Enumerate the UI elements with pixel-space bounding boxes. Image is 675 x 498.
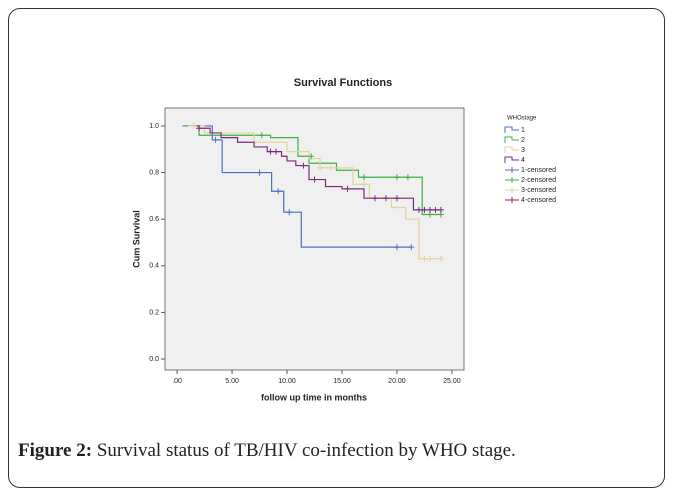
y-axis-label: Cum Survival [131,210,141,268]
censor-mark [316,164,323,171]
censor-mark [393,244,400,251]
censor-mark [344,185,351,192]
legend-swatch [504,136,519,143]
censor-mark [196,125,203,132]
x-tick-label: 15.00 [333,378,351,385]
censor-mark [415,206,422,213]
legend-swatch [504,146,519,153]
censor-mark [212,136,219,143]
legend-label: 3 [521,147,525,154]
censor-mark [267,148,274,155]
legend-label: 4-censored [521,197,556,204]
censor-mark [286,209,293,216]
censor-mark [437,255,444,262]
x-tick-label: .00 [172,378,182,385]
caption-text: Survival status of TB/HIV co-infection b… [92,440,516,461]
x-tick-label: 5.00 [225,378,239,385]
censor-mark [393,195,400,202]
censor-mark [371,195,378,202]
x-axis-label: follow up time in months [261,392,367,402]
censor-mark [426,206,433,213]
y-tick-label: 0.8 [149,169,159,176]
censor-mark [311,176,318,183]
figure-frame [8,8,665,488]
legend-swatch [504,156,519,163]
censor-mark [437,206,444,213]
censor-mark [190,122,197,129]
censor-mark [258,132,265,139]
legend-label: 1 [521,127,525,134]
censor-mark [327,164,334,171]
caption: Figure 2: Survival status of TB/HIV co-i… [18,440,516,462]
censor-mark [432,206,439,213]
censor-mark [393,174,400,181]
legend-label: 2-censored [521,177,556,184]
plot-area [164,107,465,371]
censor-mark [404,174,411,181]
censor-mark [426,255,433,262]
legend-label: 3-censored [521,187,556,194]
censor-mark [273,148,280,155]
censor-mark [360,174,367,181]
censor-mark [275,188,282,195]
y-tick-label: 0.0 [149,356,159,363]
censor-mark [308,153,315,160]
censor-mark [382,195,389,202]
censor-mark [300,162,307,169]
y-tick-label: 0.2 [149,309,159,316]
legend-swatch [505,167,519,173]
legend-swatch [505,197,519,203]
censor-mark [421,206,428,213]
censor-mark [408,244,415,251]
survival-curve [182,125,412,248]
x-tick-label: 20.00 [388,378,406,385]
legend-label: 1-censored [521,167,556,174]
y-tick-label: 0.4 [149,263,159,270]
legend-swatch [504,126,519,133]
legend-title: WHOstage [507,116,537,122]
survival-curve [184,125,441,216]
survival-curve [188,125,441,260]
legend-label: 4 [521,157,525,164]
censor-mark [360,181,367,188]
x-tick-label: 10.00 [278,378,296,385]
chart-title: Survival Functions [294,77,392,89]
censor-mark [256,169,263,176]
y-tick-label: 1.0 [149,123,159,130]
caption-label: Figure 2: [18,440,93,461]
legend-swatch [505,177,519,183]
y-tick-label: 0.6 [149,216,159,223]
x-tick-label: 25.00 [443,378,461,385]
censor-mark [421,255,428,262]
legend-label: 2 [521,137,525,144]
legend-swatch [505,187,519,193]
